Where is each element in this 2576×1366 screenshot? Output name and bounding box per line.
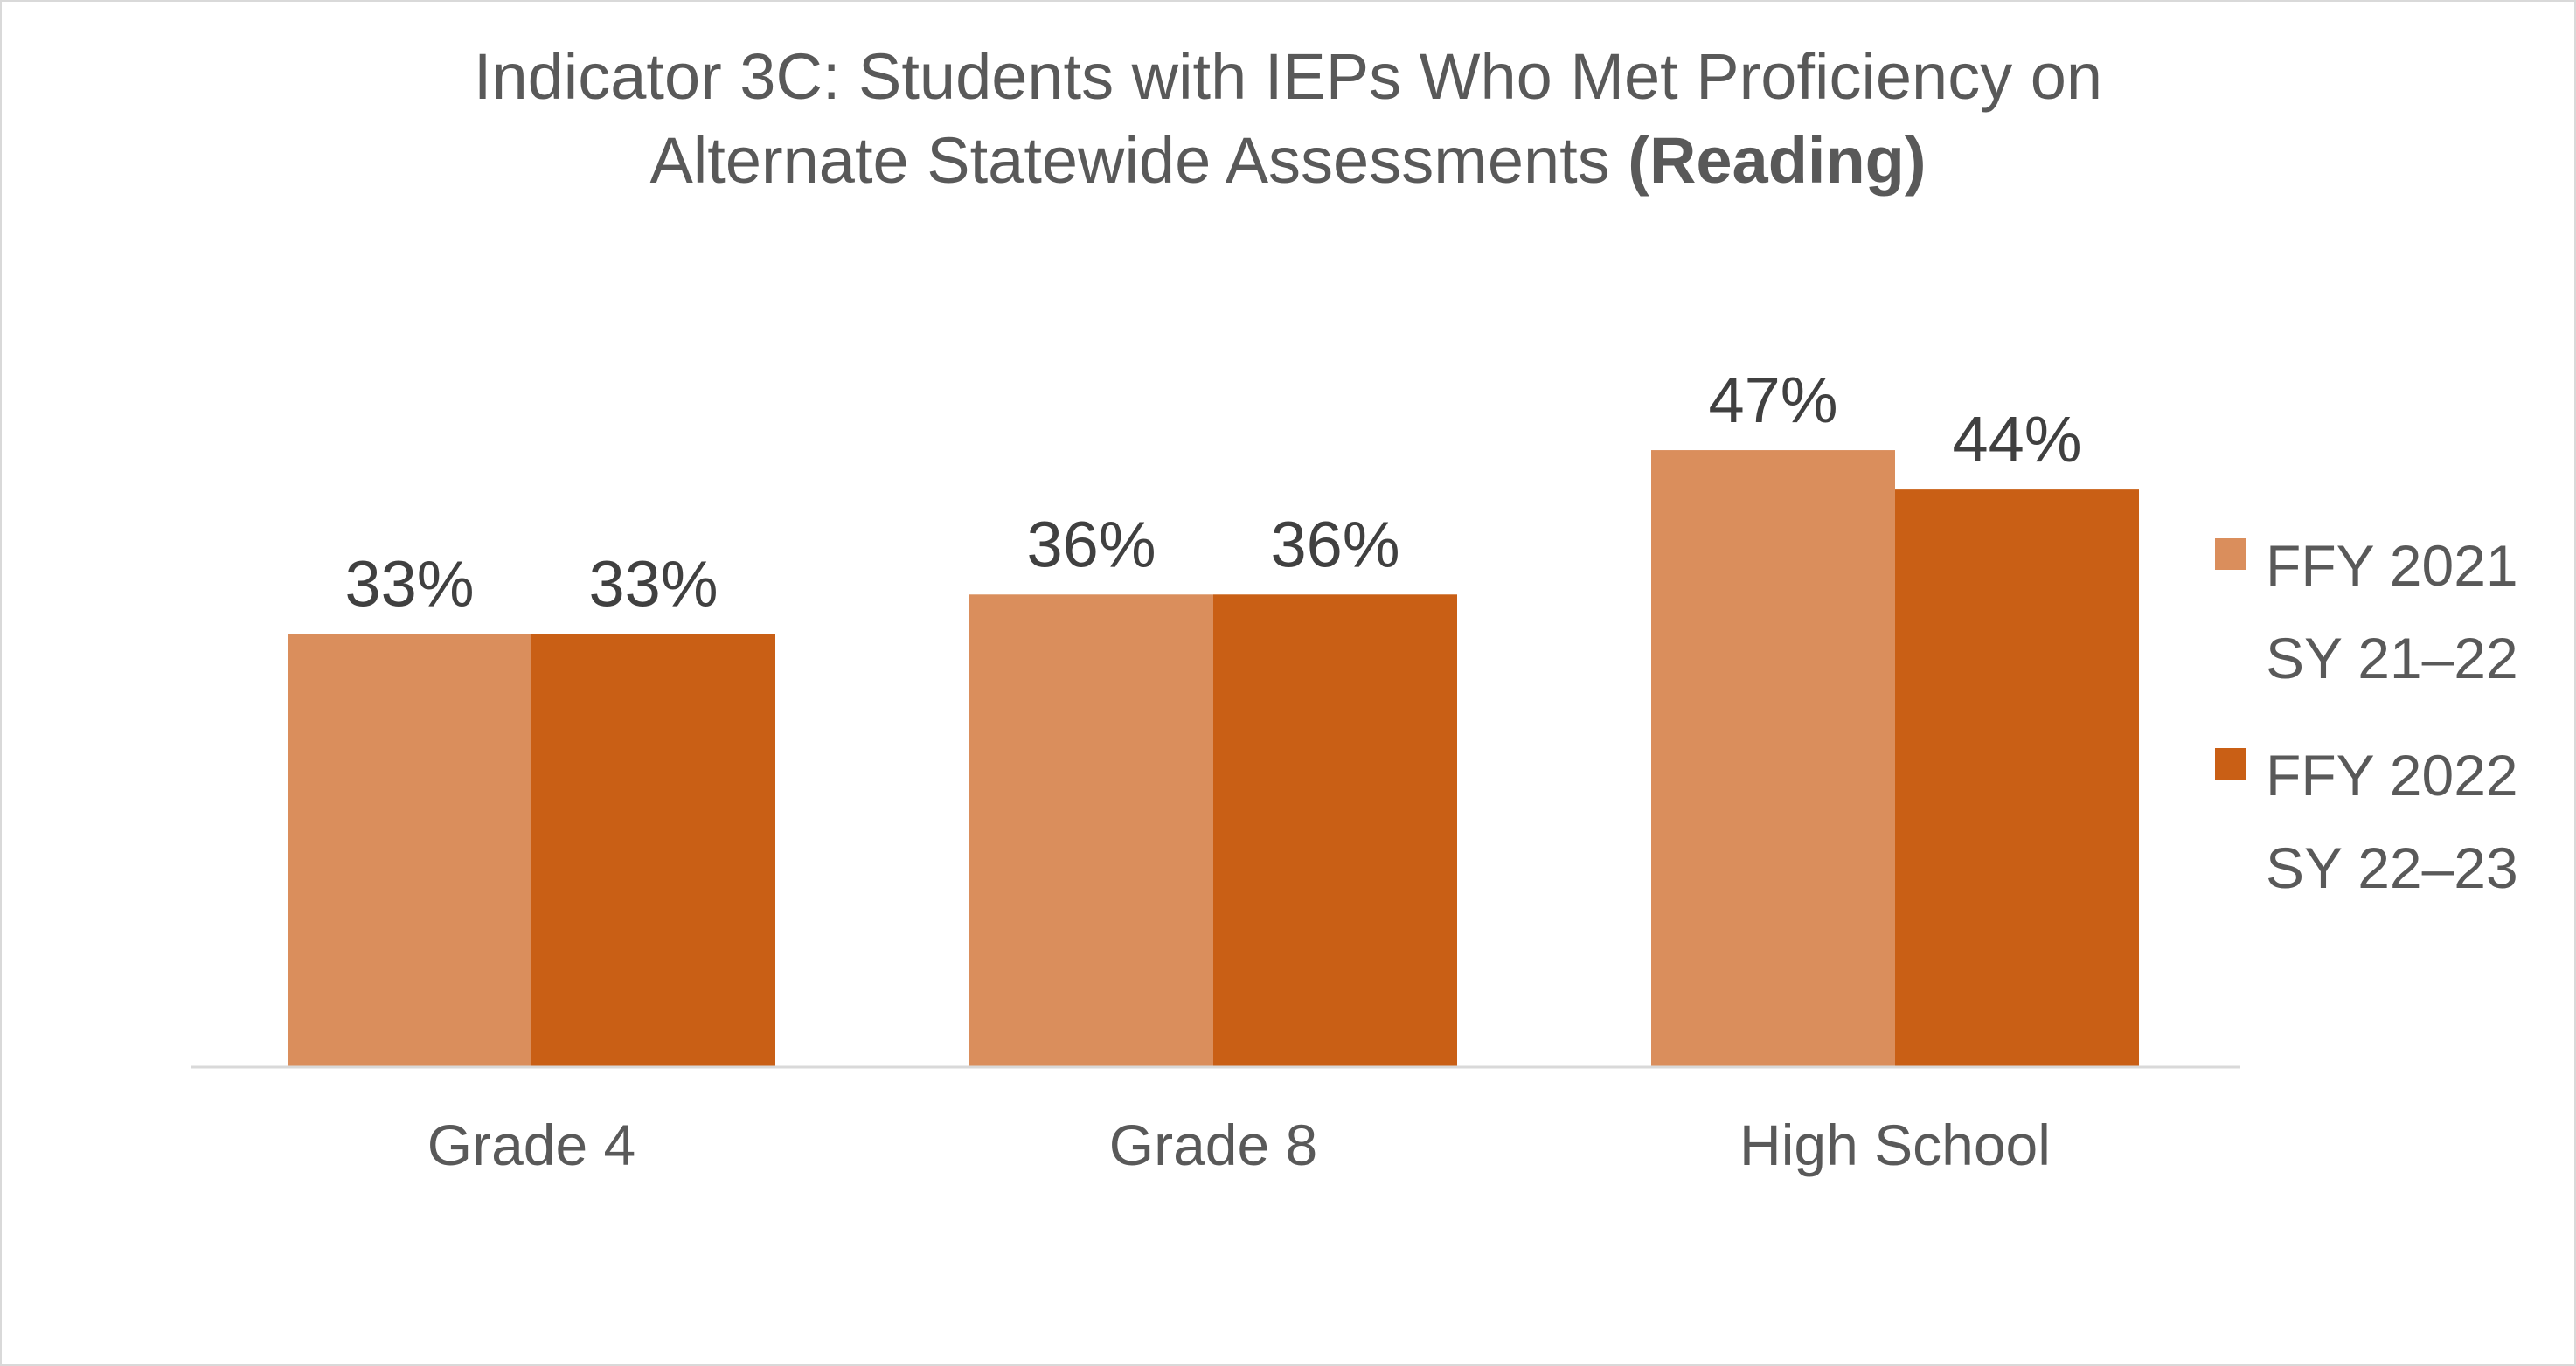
chart-title-main: Alternate Statewide Assessments — [649, 124, 1610, 197]
chart-title: Indicator 3C: Students with IEPs Who Met… — [2, 35, 2574, 203]
bars-layer — [288, 450, 2139, 1067]
legend-item-ffy-2021: FFY 2021 SY 21–22 — [2215, 519, 2547, 704]
bar-grade-8-series-1 — [969, 594, 1213, 1067]
legend-swatch-ffy-2022 — [2215, 748, 2246, 780]
bar-grade-8-series-2 — [1213, 594, 1457, 1067]
bar-high-school-series-1 — [1651, 450, 1895, 1067]
legend-swatch-ffy-2021 — [2215, 538, 2246, 570]
category-label-high-school: High School — [1739, 1113, 2051, 1177]
value-labels-layer: 33% 33% 36% 36% 47% 44% — [344, 364, 2081, 620]
category-label-grade-8: Grade 8 — [1109, 1113, 1317, 1177]
legend-item-ffy-2022: FFY 2022 SY 22–23 — [2215, 729, 2547, 914]
data-label-high-school-series-2: 44% — [1952, 403, 2081, 475]
data-label-grade-8-series-2: 36% — [1270, 508, 1399, 580]
category-label-grade-4: Grade 4 — [427, 1113, 635, 1177]
category-labels-layer: Grade 4 Grade 8 High School — [427, 1113, 2051, 1177]
legend-label-ffy-2021: FFY 2021 SY 21–22 — [2266, 533, 2518, 690]
data-label-grade-4-series-1: 33% — [344, 547, 474, 620]
bar-high-school-series-2 — [1895, 489, 2139, 1067]
chart-title-line-2: Alternate Statewide Assessments (Reading… — [2, 119, 2574, 203]
legend: FFY 2021 SY 21–22 FFY 2022 SY 22–23 — [2215, 519, 2547, 939]
data-label-grade-4-series-2: 33% — [588, 547, 718, 620]
legend-label-ffy-2022: FFY 2022 SY 22–23 — [2266, 743, 2518, 900]
chart-title-line-1: Indicator 3C: Students with IEPs Who Met… — [473, 40, 2103, 113]
chart-title-subject: (Reading) — [1628, 124, 1927, 197]
data-label-high-school-series-1: 47% — [1708, 364, 1837, 436]
bar-grade-4-series-1 — [288, 634, 531, 1067]
bar-grade-4-series-2 — [531, 634, 775, 1067]
data-label-grade-8-series-1: 36% — [1026, 508, 1156, 580]
